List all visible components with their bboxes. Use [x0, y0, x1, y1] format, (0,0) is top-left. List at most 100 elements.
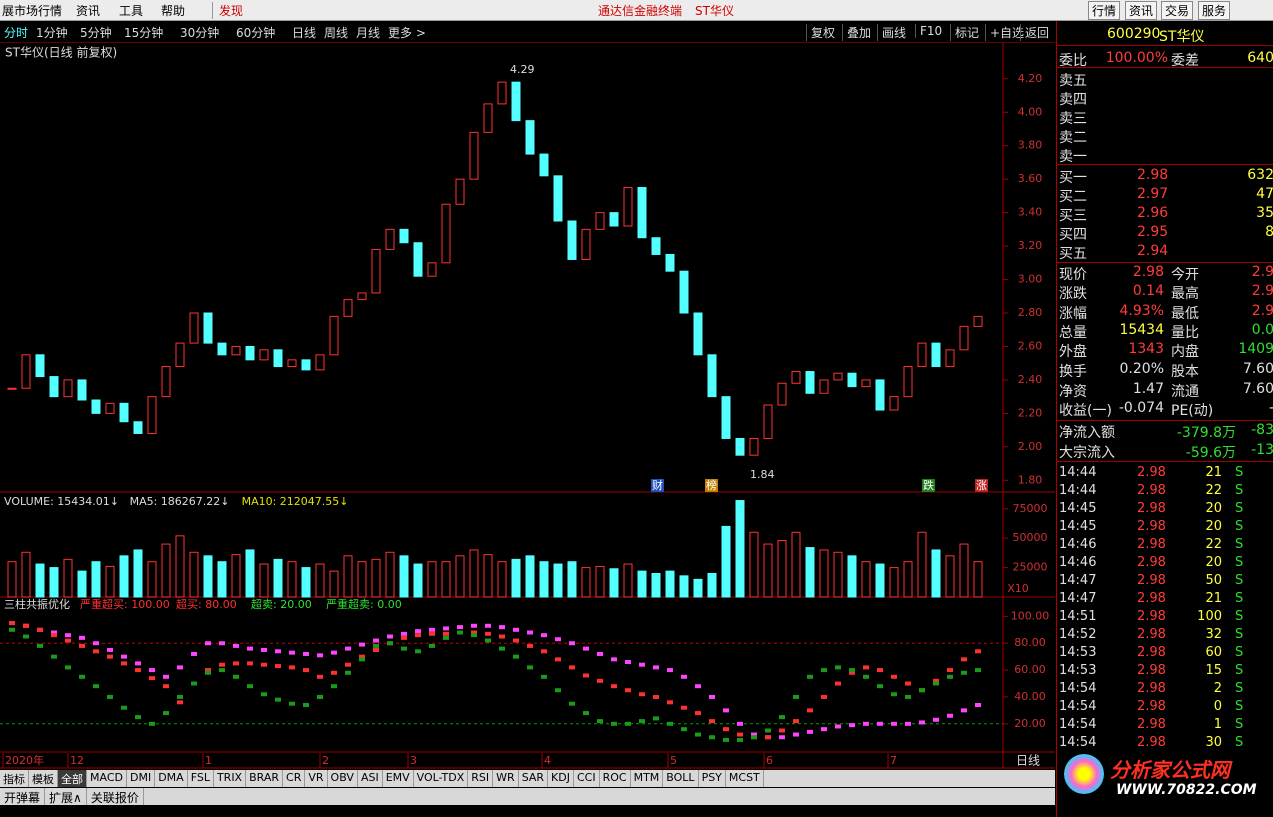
indicator-tab[interactable]: MACD — [87, 770, 127, 787]
volume-bar — [273, 558, 283, 598]
indicator-bar — [345, 646, 351, 651]
indicator-tab[interactable]: TRIX — [214, 770, 247, 787]
volume-bar — [763, 543, 773, 598]
bottom-tab[interactable]: 开弹幕 — [0, 788, 46, 805]
indicator-bar — [639, 662, 645, 667]
indicator-bar — [779, 728, 785, 733]
indicator-tab[interactable]: SAR — [519, 770, 549, 787]
indicator-tab[interactable]: WR — [493, 770, 519, 787]
stat-label: 涨跌 — [1059, 286, 1087, 302]
indicator-tab[interactable]: KDJ — [548, 770, 574, 787]
bottom-tabs: 开弹幕 扩展∧ 关联报价 — [0, 788, 1055, 805]
indicator-bar — [303, 703, 309, 707]
volume-bar — [231, 554, 241, 598]
indicator-bar — [821, 727, 827, 732]
ask-label: 卖三 — [1059, 111, 1087, 127]
tool-button[interactable]: +自选 — [985, 24, 1028, 41]
tool-button[interactable]: 叠加 — [842, 24, 875, 41]
indicator-bar — [877, 668, 883, 673]
menu-item[interactable]: 帮助 — [161, 4, 186, 18]
indicator-bar — [737, 737, 743, 742]
period-button[interactable]: 30分钟 — [180, 26, 220, 40]
menu-item[interactable]: 发现 — [212, 2, 243, 19]
volume-bar — [49, 567, 59, 598]
tick-side: S — [1235, 465, 1244, 480]
volume-bar — [833, 551, 843, 598]
tool-button[interactable]: 返回 — [1020, 24, 1053, 41]
tool-button[interactable]: 画线 — [877, 24, 910, 41]
indicator-tab[interactable]: CCI — [574, 770, 600, 787]
indicator-tab[interactable]: BRAR — [246, 770, 284, 787]
tick-time: 14:47 — [1059, 591, 1097, 606]
indicator-tab[interactable]: DMI — [127, 770, 156, 787]
indicator-tab[interactable]: 全部 — [58, 770, 87, 787]
indicator-tab[interactable]: 模板 — [29, 770, 58, 787]
tick-volume: 0 — [1213, 699, 1222, 714]
period-button[interactable]: 更多 > — [388, 26, 426, 40]
bottom-tab[interactable]: 关联报价 — [87, 788, 144, 805]
candle — [35, 354, 45, 378]
period-button[interactable]: 日线 — [292, 26, 317, 40]
period-button[interactable]: 周线 — [324, 26, 349, 40]
indicator-bar — [723, 737, 729, 742]
indicator-bar — [289, 650, 295, 655]
indicator-tab[interactable]: FSL — [188, 770, 214, 787]
low-label: 1.84 — [750, 468, 775, 481]
period-button[interactable]: 1分钟 — [36, 26, 68, 40]
period-button[interactable]: 月线 — [356, 26, 381, 40]
period-button[interactable]: 分时 — [4, 26, 29, 40]
indicator-tab[interactable]: VOL-TDX — [414, 770, 469, 787]
volume-bar — [63, 558, 73, 598]
stat-value: 4.93% — [1119, 303, 1164, 319]
period-button[interactable]: 5分钟 — [80, 26, 112, 40]
menu-item[interactable]: 工具 — [119, 4, 144, 18]
indicator-tab[interactable]: MCST — [726, 770, 764, 787]
volume-bar — [637, 570, 647, 598]
menu-item[interactable]: 展市场行情 — [2, 4, 63, 18]
indicator-tab[interactable]: EMV — [383, 770, 414, 787]
menu-button[interactable]: 资讯 — [1125, 1, 1158, 20]
bottom-tab[interactable]: 扩展∧ — [45, 788, 87, 805]
watermark-url: WWW.70822.COM — [1116, 782, 1257, 798]
indicator-tab[interactable]: OBV — [328, 770, 358, 787]
indicator-bar — [933, 681, 939, 686]
period-button[interactable]: 15分钟 — [124, 26, 164, 40]
menu-item[interactable]: 资讯 — [76, 4, 101, 18]
candle — [245, 345, 255, 361]
indicator-tab[interactable]: BOLL — [663, 770, 699, 787]
indicator-tab[interactable]: ASI — [358, 770, 383, 787]
stat-label: 最高 — [1171, 286, 1199, 302]
tick-volume: 20 — [1205, 519, 1222, 534]
y-tick-label: 3.40 — [1018, 206, 1043, 219]
ratio-label: 委差 — [1171, 53, 1199, 69]
tool-button[interactable]: 标记 — [950, 24, 983, 41]
candle — [385, 228, 395, 250]
indicator-bar — [443, 635, 449, 640]
menu-button[interactable]: 交易 — [1161, 1, 1194, 20]
tool-button[interactable]: 复权 — [806, 24, 839, 41]
indicator-bar — [177, 694, 183, 699]
menu-button[interactable]: 行情 — [1088, 1, 1121, 20]
indicator-bar — [499, 646, 505, 651]
menu-button[interactable]: 服务 — [1198, 1, 1231, 20]
indicator-bar — [793, 732, 799, 737]
volume-bar — [959, 543, 969, 598]
indicator-tab[interactable]: CR — [283, 770, 306, 787]
indicator-tab[interactable]: MTM — [631, 770, 664, 787]
indicator-tab[interactable]: PSY — [699, 770, 726, 787]
indicator-bar — [667, 668, 673, 673]
date-label: 3 — [410, 754, 417, 767]
indicator-tab[interactable]: RSI — [468, 770, 494, 787]
indicator-bar — [233, 674, 239, 679]
indicator-tab[interactable]: 指标 — [0, 770, 29, 787]
indicator-bar — [135, 715, 141, 720]
indicator-tab[interactable]: ROC — [600, 770, 631, 787]
indicator-tab[interactable]: DMA — [155, 770, 188, 787]
period-button[interactable]: 60分钟 — [236, 26, 276, 40]
bid-volume: 8 — [1265, 224, 1273, 240]
indicator-tab[interactable]: VR — [305, 770, 328, 787]
menu-bar: 展市场行情 资讯 工具 帮助 发现 通达信金融终端 ST华仪 行情 资讯 交易 服务 — [0, 0, 1273, 21]
stat-value: 7.60 — [1242, 381, 1273, 397]
tick-volume: 22 — [1205, 537, 1222, 552]
tool-button[interactable]: F10 — [915, 24, 946, 38]
